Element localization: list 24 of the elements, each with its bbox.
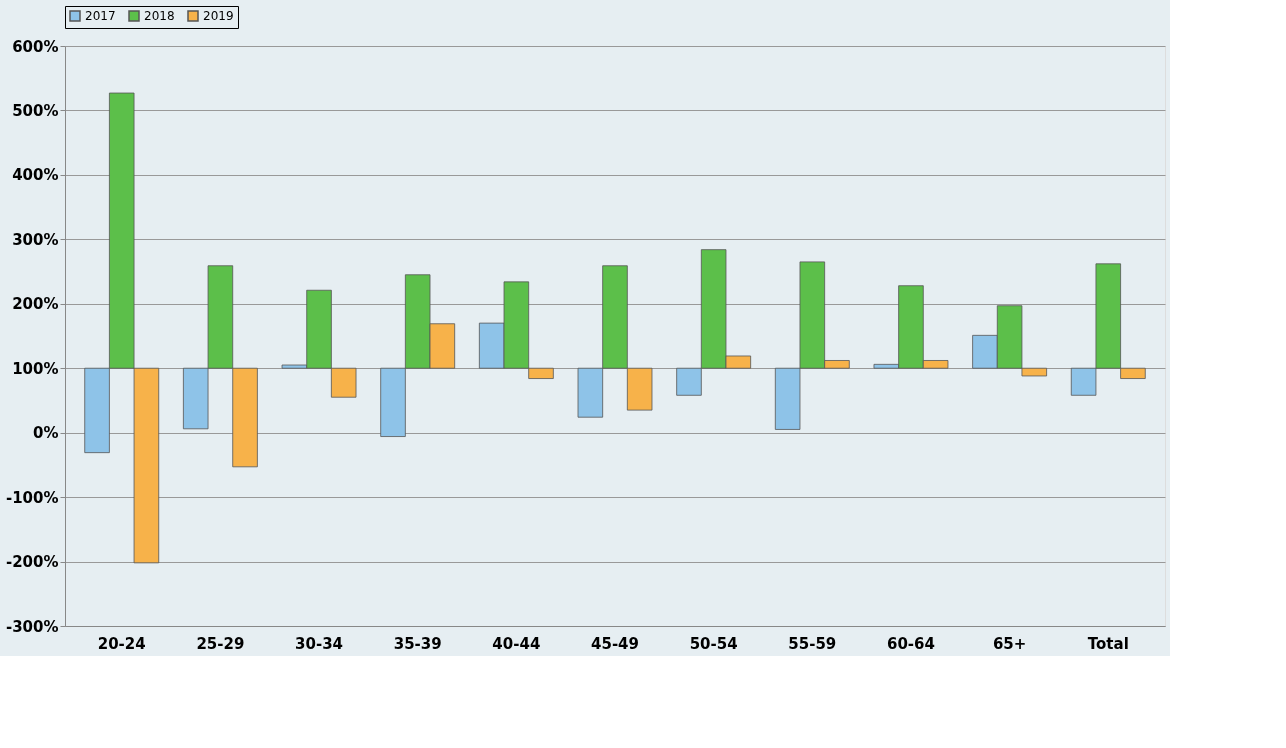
y-tick-label: 200% bbox=[12, 295, 59, 314]
legend-label: 2018 bbox=[144, 9, 175, 23]
x-tick-label: Total bbox=[1087, 634, 1129, 653]
x-tick-label: 65+ bbox=[992, 634, 1027, 653]
y-tick-label: 100% bbox=[12, 359, 59, 378]
y-tick-label: -300% bbox=[5, 617, 59, 636]
y-tick-label: 0% bbox=[33, 424, 59, 443]
y-tick-label: 600% bbox=[12, 37, 59, 56]
legend-label: 2019 bbox=[203, 9, 234, 23]
x-tick-label: 60-64 bbox=[886, 634, 935, 653]
x-tick-label: 40-44 bbox=[492, 634, 541, 653]
y-tick-label: -100% bbox=[5, 488, 59, 507]
x-tick-label: 20-24 bbox=[97, 634, 146, 653]
x-tick-label: 25-29 bbox=[196, 634, 245, 653]
y-tick-label: 400% bbox=[12, 166, 59, 185]
x-tick-label: 45-49 bbox=[591, 634, 639, 653]
x-tick-label: 30-34 bbox=[295, 634, 344, 653]
y-tick-label: 500% bbox=[12, 101, 59, 120]
y-tick-label: -200% bbox=[5, 553, 59, 572]
x-tick-label: 50-54 bbox=[689, 634, 738, 653]
legend-label: 2017 bbox=[85, 9, 116, 23]
y-tick-label: 300% bbox=[12, 230, 59, 249]
x-tick-label: 35-39 bbox=[393, 634, 442, 653]
x-tick-label: 55-59 bbox=[788, 634, 837, 653]
